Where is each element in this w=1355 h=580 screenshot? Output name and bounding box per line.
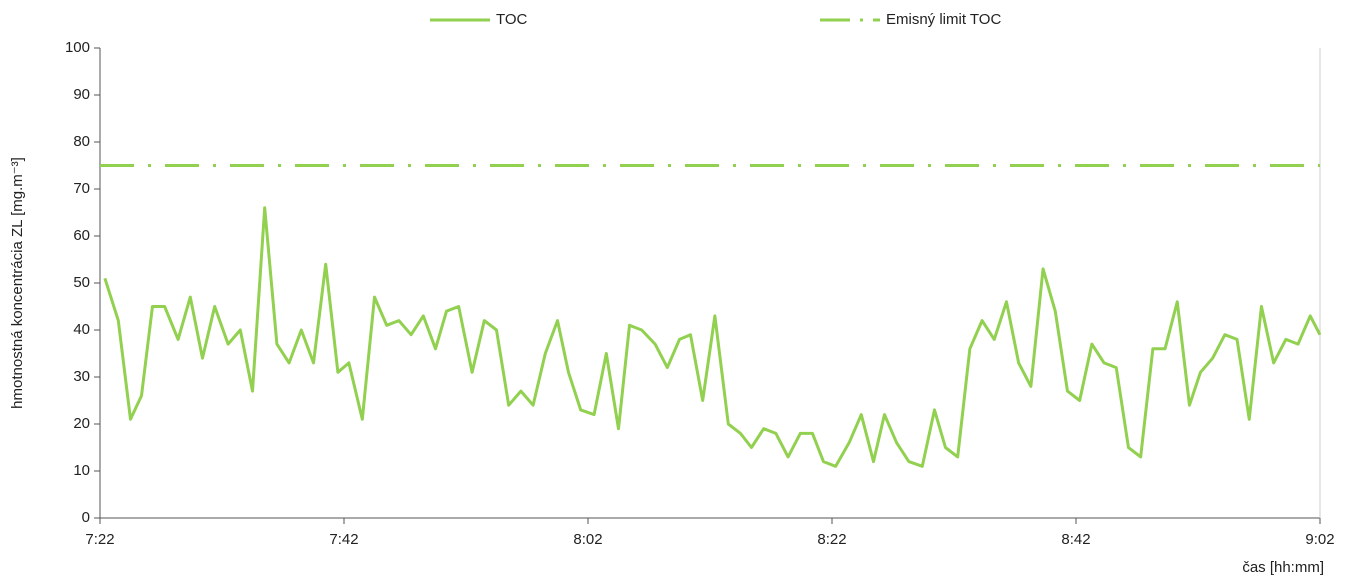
y-tick-label: 10 (73, 462, 90, 479)
y-tick-label: 0 (82, 509, 90, 526)
x-tick-label: 7:22 (85, 531, 114, 548)
y-tick-label: 90 (73, 86, 90, 103)
x-tick-label: 8:02 (573, 531, 602, 548)
x-tick-label: 8:22 (817, 531, 846, 548)
y-tick-label: 20 (73, 415, 90, 432)
y-tick-label: 80 (73, 133, 90, 150)
legend-label: TOC (496, 11, 528, 28)
y-tick-label: 50 (73, 274, 90, 291)
y-tick-label: 70 (73, 180, 90, 197)
series-line (103, 206, 1322, 468)
legend-label: Emisný limit TOC (886, 11, 1001, 28)
y-tick-label: 100 (65, 39, 90, 56)
y-axis-label: hmotnostná koncentrácia ZL [mg.m⁻³] (9, 157, 26, 409)
y-tick-label: 40 (73, 321, 90, 338)
x-tick-label: 8:42 (1061, 531, 1090, 548)
x-tick-label: 7:42 (329, 531, 358, 548)
x-axis-label: čas [hh:mm] (1242, 559, 1324, 576)
y-tick-label: 60 (73, 227, 90, 244)
x-tick-label: 9:02 (1305, 531, 1334, 548)
y-tick-label: 30 (73, 368, 90, 385)
